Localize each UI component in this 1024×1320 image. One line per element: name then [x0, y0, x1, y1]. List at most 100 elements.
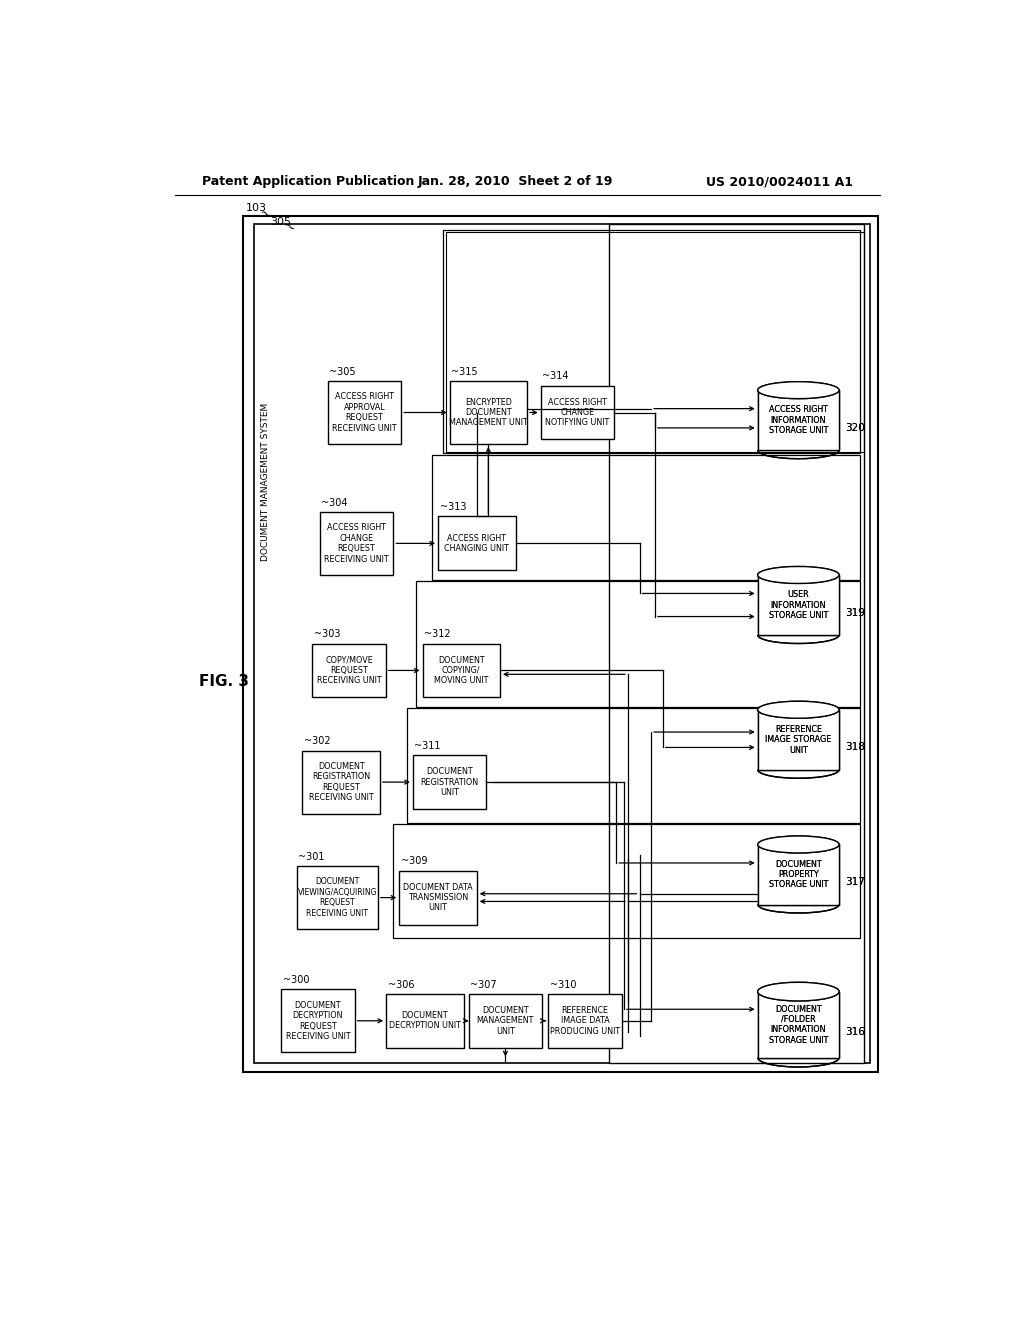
Bar — [450, 381, 527, 444]
Text: ~312: ~312 — [424, 630, 451, 639]
Text: 103: 103 — [246, 203, 267, 214]
Text: 318: 318 — [845, 742, 865, 752]
Text: DOCUMENT
MANAGEMENT
UNIT: DOCUMENT MANAGEMENT UNIT — [477, 1006, 535, 1036]
Text: REFERENCE
IMAGE DATA
PRODUCING UNIT: REFERENCE IMAGE DATA PRODUCING UNIT — [550, 1006, 621, 1036]
Bar — [443, 230, 860, 453]
Text: US 2010/0024011 A1: US 2010/0024011 A1 — [706, 176, 853, 187]
Ellipse shape — [758, 836, 839, 853]
Text: DOCUMENT
PROPERTY
STORAGE UNIT: DOCUMENT PROPERTY STORAGE UNIT — [769, 859, 828, 890]
Text: ~302: ~302 — [304, 737, 331, 746]
Text: USER
INFORMATION
STORAGE UNIT: USER INFORMATION STORAGE UNIT — [769, 590, 828, 620]
Text: 317: 317 — [845, 878, 865, 887]
Text: ACCESS RIGHT
INFORMATION
STORAGE UNIT: ACCESS RIGHT INFORMATION STORAGE UNIT — [769, 405, 828, 436]
Text: ~306: ~306 — [388, 979, 414, 990]
Text: ~301: ~301 — [298, 851, 325, 862]
Text: COPY/MOVE
REQUEST
RECEIVING UNIT: COPY/MOVE REQUEST RECEIVING UNIT — [316, 656, 381, 685]
Text: ~: ~ — [280, 219, 297, 236]
Text: ACCESS RIGHT
CHANGE
NOTIFYING UNIT: ACCESS RIGHT CHANGE NOTIFYING UNIT — [546, 397, 609, 428]
Bar — [608, 224, 864, 1063]
Bar — [758, 576, 839, 635]
Bar — [758, 710, 839, 770]
Text: DOCUMENT
PROPERTY
STORAGE UNIT: DOCUMENT PROPERTY STORAGE UNIT — [769, 859, 828, 890]
Bar — [758, 845, 839, 904]
Text: DOCUMENT
DECRYPTION UNIT: DOCUMENT DECRYPTION UNIT — [389, 1011, 461, 1031]
Bar — [399, 871, 477, 924]
Text: 319: 319 — [845, 607, 865, 618]
Text: 317: 317 — [845, 878, 865, 887]
Ellipse shape — [758, 982, 839, 1001]
Text: 318: 318 — [845, 742, 865, 752]
Text: ~305: ~305 — [329, 367, 355, 376]
Text: Patent Application Publication: Patent Application Publication — [202, 176, 414, 187]
Text: DOCUMENT
VIEWING/ACQUIRING
REQUEST
RECEIVING UNIT: DOCUMENT VIEWING/ACQUIRING REQUEST RECEI… — [298, 878, 377, 917]
Text: DOCUMENT
DECRYPTION
REQUEST
RECEIVING UNIT: DOCUMENT DECRYPTION REQUEST RECEIVING UN… — [286, 1001, 350, 1041]
Ellipse shape — [758, 381, 839, 399]
Bar — [328, 381, 401, 444]
Text: ~314: ~314 — [543, 371, 568, 381]
Bar — [386, 994, 464, 1048]
Text: 316: 316 — [845, 1027, 865, 1038]
Bar — [541, 385, 614, 440]
Text: DOCUMENT MANAGEMENT SYSTEM: DOCUMENT MANAGEMENT SYSTEM — [261, 403, 270, 561]
Ellipse shape — [758, 566, 839, 583]
Text: DOCUMENT
REGISTRATION
UNIT: DOCUMENT REGISTRATION UNIT — [421, 767, 478, 797]
Bar — [445, 231, 864, 451]
Bar — [312, 644, 386, 697]
Text: 320: 320 — [845, 422, 865, 433]
Ellipse shape — [758, 836, 839, 853]
Text: DOCUMENT
/FOLDER
INFORMATION
STORAGE UNIT: DOCUMENT /FOLDER INFORMATION STORAGE UNI… — [769, 1005, 828, 1044]
Bar — [758, 391, 839, 450]
Text: ~: ~ — [256, 206, 273, 223]
Bar — [413, 755, 486, 809]
Text: 305: 305 — [270, 216, 291, 227]
Text: ACCESS RIGHT
INFORMATION
STORAGE UNIT: ACCESS RIGHT INFORMATION STORAGE UNIT — [769, 405, 828, 436]
Text: DOCUMENT
REGISTRATION
REQUEST
RECEIVING UNIT: DOCUMENT REGISTRATION REQUEST RECEIVING … — [309, 762, 374, 803]
Bar — [758, 991, 839, 1057]
Text: 319: 319 — [845, 607, 865, 618]
Text: 316: 316 — [845, 1027, 865, 1038]
Bar — [281, 989, 354, 1052]
Text: ACCESS RIGHT
CHANGING UNIT: ACCESS RIGHT CHANGING UNIT — [444, 533, 509, 553]
Text: USER
INFORMATION
STORAGE UNIT: USER INFORMATION STORAGE UNIT — [769, 590, 828, 620]
Bar — [254, 224, 870, 1063]
Text: ~310: ~310 — [550, 979, 577, 990]
Text: DOCUMENT
/FOLDER
INFORMATION
STORAGE UNIT: DOCUMENT /FOLDER INFORMATION STORAGE UNI… — [769, 1005, 828, 1044]
Text: ENCRYPTED
DOCUMENT
MANAGEMENT UNIT: ENCRYPTED DOCUMENT MANAGEMENT UNIT — [449, 397, 527, 428]
Text: ~313: ~313 — [439, 502, 466, 512]
Bar — [758, 391, 839, 450]
Text: ~311: ~311 — [415, 741, 441, 751]
Bar — [549, 994, 622, 1048]
Bar — [319, 512, 393, 576]
Text: DOCUMENT
COPYING/
MOVING UNIT: DOCUMENT COPYING/ MOVING UNIT — [434, 656, 488, 685]
Bar — [243, 216, 879, 1072]
Text: REFERENCE
IMAGE STORAGE
UNIT: REFERENCE IMAGE STORAGE UNIT — [765, 725, 831, 755]
Bar — [297, 866, 378, 929]
Bar — [417, 581, 860, 706]
Bar — [423, 644, 500, 697]
Text: REFERENCE
IMAGE STORAGE
UNIT: REFERENCE IMAGE STORAGE UNIT — [765, 725, 831, 755]
Bar — [758, 710, 839, 770]
Bar — [469, 994, 543, 1048]
Text: ~309: ~309 — [400, 857, 427, 866]
Text: ACCESS RIGHT
CHANGE
REQUEST
RECEIVING UNIT: ACCESS RIGHT CHANGE REQUEST RECEIVING UN… — [325, 523, 389, 564]
Text: 320: 320 — [845, 422, 865, 433]
Text: ~307: ~307 — [470, 979, 497, 990]
Ellipse shape — [758, 701, 839, 718]
Text: ~300: ~300 — [283, 975, 309, 985]
Bar — [302, 751, 380, 813]
Ellipse shape — [758, 381, 839, 399]
Text: ACCESS RIGHT
APPROVAL
REQUEST
RECEIVING UNIT: ACCESS RIGHT APPROVAL REQUEST RECEIVING … — [332, 392, 396, 433]
Text: ~303: ~303 — [313, 630, 340, 639]
Text: ~315: ~315 — [452, 367, 478, 376]
Text: ~304: ~304 — [322, 498, 348, 508]
Bar — [758, 845, 839, 904]
Bar — [393, 825, 860, 939]
Bar — [407, 708, 860, 822]
Bar — [758, 576, 839, 635]
Text: Jan. 28, 2010  Sheet 2 of 19: Jan. 28, 2010 Sheet 2 of 19 — [418, 176, 613, 187]
Ellipse shape — [758, 701, 839, 718]
Text: FIG. 3: FIG. 3 — [200, 675, 249, 689]
Ellipse shape — [758, 566, 839, 583]
Bar — [758, 991, 839, 1057]
Text: DOCUMENT DATA
TRANSMISSION
UNIT: DOCUMENT DATA TRANSMISSION UNIT — [403, 883, 473, 912]
